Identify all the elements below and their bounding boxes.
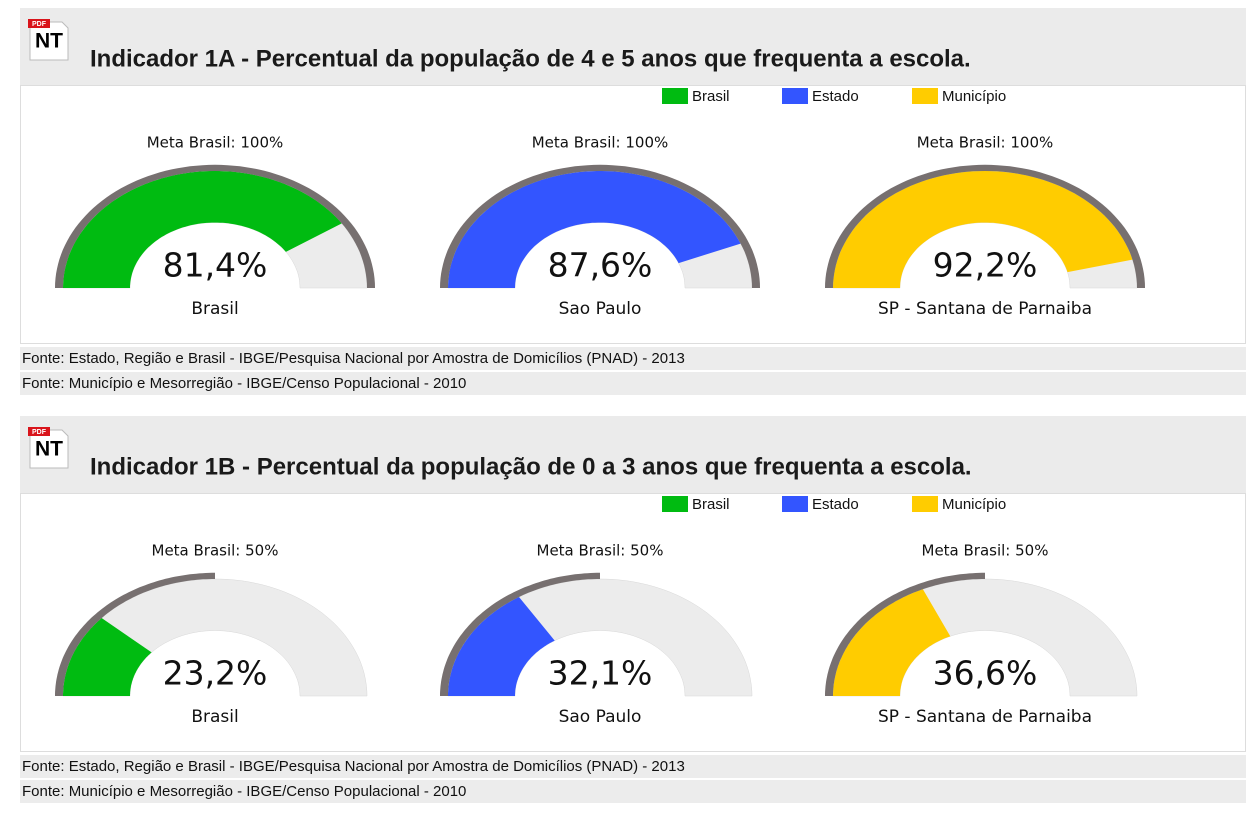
header: [20, 8, 1246, 85]
meta-label: Meta Brasil: 100%: [147, 134, 284, 152]
pdf-tag: [28, 427, 50, 436]
legend-label: Estado: [812, 88, 859, 105]
gauge-value-label: 23,2%: [163, 654, 268, 693]
doc-icon: [29, 21, 69, 61]
gauge-value-label: 87,6%: [548, 246, 653, 285]
gauge-value: [448, 171, 741, 288]
source-text: Fonte: Município e Mesorregião - IBGE/Ce…: [22, 783, 466, 800]
panel-title: Indicador 1B - Percentual da população d…: [90, 453, 972, 480]
gauge-value-label: 81,4%: [163, 246, 268, 285]
legend-label: Município: [942, 496, 1006, 513]
source-band: [20, 780, 1246, 803]
gauge-value: [833, 589, 951, 696]
gauge-value-label: 32,1%: [548, 654, 653, 693]
meta-label: Meta Brasil: 50%: [922, 542, 1049, 560]
gauge-name: Brasil: [191, 707, 238, 727]
pdf-tag-text: PDF: [32, 21, 47, 28]
source-text: Fonte: Estado, Região e Brasil - IBGE/Pe…: [22, 350, 685, 367]
panel-title: Indicador 1A - Percentual da população d…: [90, 45, 971, 72]
pdf-tag: [28, 19, 50, 28]
legend-swatch: [912, 88, 938, 104]
gauge-value: [63, 618, 152, 696]
meta-label: Meta Brasil: 100%: [532, 134, 669, 152]
header: [20, 416, 1246, 493]
legend-label: Brasil: [692, 496, 730, 513]
legend-label: Brasil: [692, 88, 730, 105]
source-band: [20, 372, 1246, 395]
gauge-name: Sao Paulo: [559, 707, 642, 727]
gauge-value: [833, 171, 1133, 288]
gauge-name: SP - Santana de Parnaiba: [878, 707, 1092, 727]
legend-swatch: [662, 88, 688, 104]
source-band: [20, 347, 1246, 370]
legend-swatch: [782, 496, 808, 512]
meta-label: Meta Brasil: 100%: [917, 134, 1054, 152]
gauge-value-label: 36,6%: [933, 654, 1038, 693]
legend-label: Município: [942, 88, 1006, 105]
source-text: Fonte: Município e Mesorregião - IBGE/Ce…: [22, 375, 466, 392]
gauge-name: SP - Santana de Parnaiba: [878, 299, 1092, 319]
gauge-name: Sao Paulo: [559, 299, 642, 319]
meta-label: Meta Brasil: 50%: [152, 542, 279, 560]
gauge-value: [63, 171, 342, 288]
doc-icon: [29, 429, 69, 469]
legend-swatch: [782, 88, 808, 104]
meta-label: Meta Brasil: 50%: [537, 542, 664, 560]
gauge-value-label: 92,2%: [933, 246, 1038, 285]
gauge-name: Brasil: [191, 299, 238, 319]
gauge-value: [448, 597, 555, 696]
icon-text: NT: [35, 30, 63, 53]
source-band: [20, 755, 1246, 778]
legend-label: Estado: [812, 496, 859, 513]
legend-swatch: [662, 496, 688, 512]
icon-text: NT: [35, 438, 63, 461]
pdf-tag-text: PDF: [32, 429, 47, 436]
source-text: Fonte: Estado, Região e Brasil - IBGE/Pe…: [22, 758, 685, 775]
legend-swatch: [912, 496, 938, 512]
